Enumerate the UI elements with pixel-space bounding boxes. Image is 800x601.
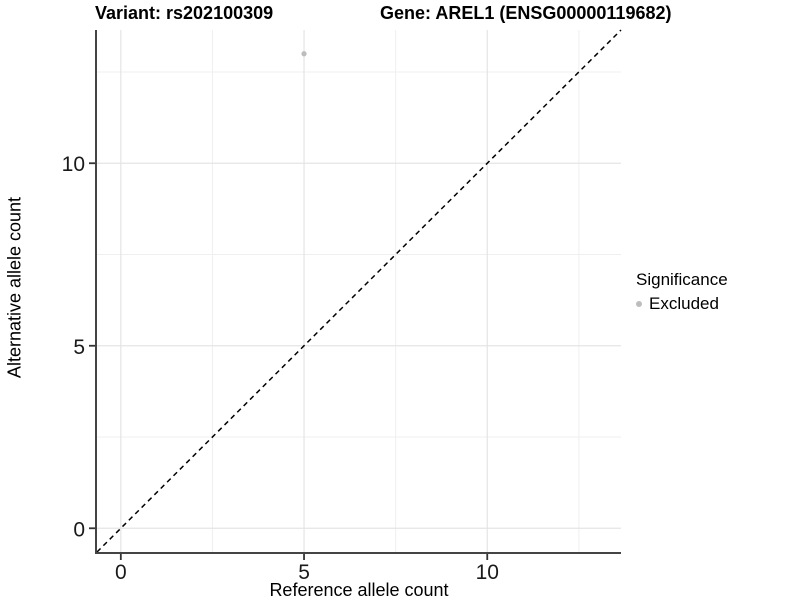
x-axis-title: Reference allele count xyxy=(269,580,449,600)
plot-title-variant: Variant: rs202100309 xyxy=(95,3,274,23)
y-tick-label: 10 xyxy=(62,153,85,176)
legend-item-excluded: Excluded xyxy=(636,294,728,314)
legend-title: Significance xyxy=(636,270,728,289)
x-tick-label: 10 xyxy=(476,561,499,584)
y-tick-label: 5 xyxy=(73,336,85,359)
legend-point-icon xyxy=(636,301,642,307)
x-tick-label: 0 xyxy=(115,561,127,584)
legend-item-label: Excluded xyxy=(649,294,719,313)
y-tick-label: 0 xyxy=(73,518,85,541)
y-axis-title: Alternative allele count xyxy=(4,196,25,379)
legend: Significance Excluded xyxy=(636,270,728,314)
data-point-excluded xyxy=(301,51,307,57)
identity-dashed-line xyxy=(96,29,622,553)
plot-title-gene: Gene: AREL1 (ENSG00000119682) xyxy=(380,3,672,23)
x-tick-label: 5 xyxy=(298,561,310,584)
